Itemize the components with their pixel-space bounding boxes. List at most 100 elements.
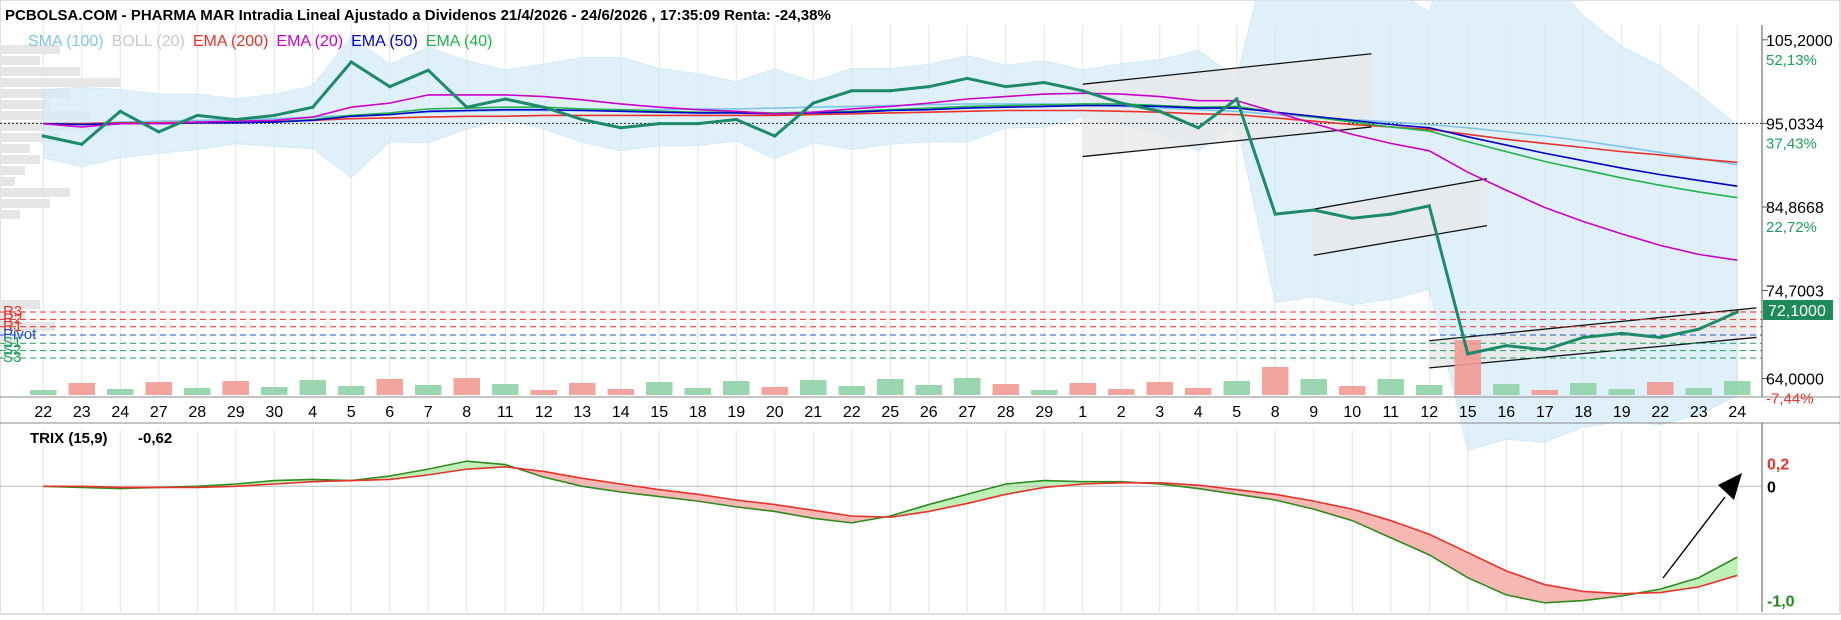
price-point — [234, 117, 238, 122]
volume-bar — [800, 380, 827, 395]
date-tick-label: 25 — [881, 404, 899, 421]
volume-bar — [1031, 390, 1058, 395]
legend-entry: SMA (100) — [28, 33, 104, 50]
channel-line — [1429, 336, 1757, 369]
volume-bar — [723, 381, 750, 395]
percent-tick-label: 52,13% — [1766, 52, 1817, 69]
date-tick-label: 26 — [920, 404, 938, 421]
volume-profile-bar — [0, 210, 20, 219]
volume-profile-bar — [0, 133, 60, 142]
price-tick-label: 74,7003 — [1766, 284, 1824, 301]
date-tick-label: 23 — [1690, 404, 1708, 421]
price-point — [965, 76, 969, 81]
date-tick-label: 11 — [1382, 404, 1399, 421]
price-point — [1543, 348, 1547, 352]
channel-fill — [1313, 178, 1487, 256]
date-tick-label: 20 — [766, 404, 784, 421]
volume-profile-bar — [0, 322, 55, 331]
trix-tick-label: 0 — [1767, 479, 1776, 496]
date-tick-label: 9 — [1309, 404, 1318, 421]
price-point — [773, 134, 777, 138]
volume-profile-bar — [0, 333, 20, 342]
date-tick-label: 5 — [1232, 404, 1241, 421]
volume-bar — [992, 384, 1019, 395]
legend-entry: EMA (200) — [193, 33, 269, 50]
price-point — [41, 134, 45, 138]
current-price-marker: 72,1000 — [1763, 300, 1833, 320]
price-point — [80, 142, 84, 146]
date-tick-label: 21 — [804, 404, 822, 421]
current-price-box — [1763, 300, 1833, 320]
date-tick-label: 22 — [1651, 404, 1669, 421]
date-tick-label: 1 — [1078, 404, 1087, 421]
price-point — [1350, 216, 1354, 220]
series-line — [43, 103, 1738, 166]
current-price-label: 72,1000 — [1768, 303, 1826, 320]
price-series — [41, 60, 1739, 356]
trix-arrow-head — [1718, 473, 1742, 500]
date-tick-label: 11 — [497, 404, 514, 421]
volume-bar — [222, 381, 249, 395]
channel-line — [1082, 53, 1372, 85]
channel-line — [1313, 178, 1488, 210]
percent-tick-label: -7,44% — [1766, 391, 1814, 408]
volume-profile-bar — [0, 177, 15, 186]
date-tick-label: 30 — [265, 404, 283, 421]
price-point — [1004, 85, 1008, 89]
series-line — [43, 104, 1738, 187]
trix-line — [43, 466, 1738, 595]
pivot-label: R3 — [3, 303, 22, 320]
date-tick-label: 16 — [1497, 404, 1515, 421]
trix-tick-label: -1,0 — [1767, 594, 1795, 611]
volume-bar — [1300, 379, 1327, 395]
volume-profile-bar — [0, 155, 40, 164]
volume-bar — [1262, 367, 1289, 395]
volume-bar — [569, 383, 596, 395]
volume-bar — [338, 386, 365, 395]
price-point — [1081, 89, 1085, 93]
channel-line — [1082, 126, 1372, 158]
date-tick-label: 15 — [1459, 404, 1477, 421]
price-point — [272, 113, 276, 118]
date-tick-label: 8 — [1271, 404, 1280, 421]
date-tick-label: 19 — [1613, 404, 1631, 421]
volume-profile-bar — [0, 144, 30, 153]
volume-bar — [607, 389, 634, 395]
price-point — [1389, 212, 1393, 216]
legend-entry: EMA (40) — [426, 33, 493, 50]
series-line — [43, 92, 1738, 261]
price-point — [542, 105, 546, 109]
volume-bar — [299, 380, 326, 395]
date-tick-label: 28 — [188, 404, 206, 421]
volume-profile-bar — [0, 56, 40, 65]
date-tick-label: 4 — [308, 404, 317, 421]
volume-bar — [761, 387, 788, 395]
price-point — [811, 101, 815, 105]
volume-bar — [145, 382, 172, 395]
price-point — [1620, 331, 1624, 335]
price-point — [696, 122, 700, 126]
date-tick-label: 14 — [612, 404, 630, 421]
volume-bar — [1416, 385, 1443, 395]
percent-tick-label: 37,43% — [1766, 135, 1817, 152]
volume-bar — [646, 382, 673, 395]
price-point — [195, 113, 199, 118]
trix-arrow — [1662, 473, 1742, 579]
price-point — [1427, 204, 1431, 208]
price-point — [1735, 310, 1739, 314]
date-tick-label: 6 — [385, 404, 394, 421]
date-tick-label: 15 — [650, 404, 668, 421]
date-tick-label: 4 — [1194, 404, 1203, 421]
trix-tick-label: 0,2 — [1767, 456, 1789, 473]
volume-profile-bar — [0, 89, 70, 98]
date-tick-label: 23 — [73, 404, 91, 421]
volume-bar — [30, 390, 57, 395]
price-point — [1312, 208, 1316, 212]
price-tick-label: 95,0334 — [1766, 116, 1824, 133]
price-point — [503, 97, 507, 101]
price-point — [1697, 327, 1701, 331]
volume-profile-bar — [0, 199, 50, 208]
volume-bar — [492, 384, 519, 395]
volume-bar — [838, 386, 865, 395]
